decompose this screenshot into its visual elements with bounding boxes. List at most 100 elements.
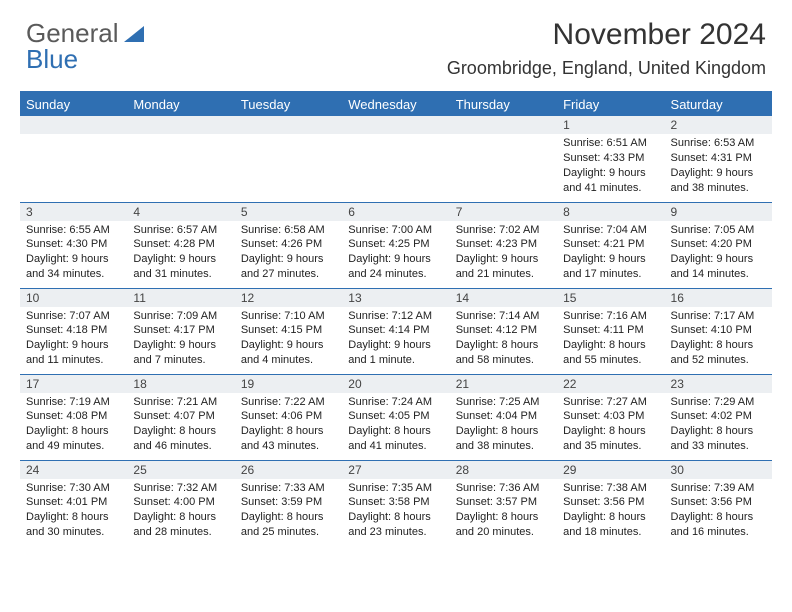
day-cell — [342, 116, 449, 202]
day-number: 23 — [665, 375, 772, 393]
col-mon: Monday — [127, 93, 234, 116]
week-row: 10 Sunrise: 7:07 AMSunset: 4:18 PM Dayligh… — [20, 288, 772, 374]
day-cell: 1Sunrise: 6:51 AMSunset: 4:33 PMDaylight… — [557, 116, 664, 202]
day-number — [127, 116, 234, 134]
daylight-text: Daylight: 8 hours and 43 minutes. — [241, 424, 336, 454]
day-number — [235, 116, 342, 134]
sunset-text: Sunset: 4:18 PM — [26, 323, 121, 338]
sunrise-text: Sunrise: 7:16 AM — [563, 309, 658, 324]
day-details: Sunrise: 7:19 AMSunset: 4:08 PMDaylight:… — [20, 393, 127, 456]
sunset-text: Sunset: 4:00 PM — [133, 495, 228, 510]
day-details: Sunrise: 7:05 AMSunset: 4:20 PMDaylight:… — [665, 221, 772, 284]
day-number: 17 — [20, 375, 127, 393]
sunset-text: Sunset: 4:03 PM — [563, 409, 658, 424]
day-cell: 11Sunrise: 7:09 AMSunset: 4:17 PMDayligh… — [127, 288, 234, 374]
sunrise-text: Sunrise: 7:00 AM — [348, 223, 443, 238]
sunset-text: Sunset: 4:31 PM — [671, 151, 766, 166]
day-number: 1 — [557, 116, 664, 134]
day-number: 4 — [127, 203, 234, 221]
day-number: 6 — [342, 203, 449, 221]
sunset-text: Sunset: 4:26 PM — [241, 237, 336, 252]
sunrise-text: Sunrise: 7:12 AM — [348, 309, 443, 324]
sunrise-text: Sunrise: 7:36 AM — [456, 481, 551, 496]
sunset-text: Sunset: 4:14 PM — [348, 323, 443, 338]
daylight-text: Daylight: 9 hours and 24 minutes. — [348, 252, 443, 282]
day-cell: 20Sunrise: 7:24 AMSunset: 4:05 PMDayligh… — [342, 374, 449, 460]
sunrise-text: Sunrise: 6:53 AM — [671, 136, 766, 151]
daylight-text: Daylight: 8 hours and 33 minutes. — [671, 424, 766, 454]
col-wed: Wednesday — [342, 93, 449, 116]
logo-triangle-icon — [124, 24, 146, 44]
day-details: Sunrise: 7:16 AMSunset: 4:11 PMDaylight:… — [557, 307, 664, 370]
day-details: Sunrise: 7:24 AMSunset: 4:05 PMDaylight:… — [342, 393, 449, 456]
day-details: Sunrise: 7:02 AMSunset: 4:23 PMDaylight:… — [450, 221, 557, 284]
day-number: 15 — [557, 289, 664, 307]
day-number: 20 — [342, 375, 449, 393]
col-thu: Thursday — [450, 93, 557, 116]
sunset-text: Sunset: 3:56 PM — [563, 495, 658, 510]
day-number: 25 — [127, 461, 234, 479]
col-sat: Saturday — [665, 93, 772, 116]
day-details: Sunrise: 7:27 AMSunset: 4:03 PMDaylight:… — [557, 393, 664, 456]
daylight-text: Daylight: 8 hours and 49 minutes. — [26, 424, 121, 454]
sunset-text: Sunset: 4:25 PM — [348, 237, 443, 252]
day-cell: 27Sunrise: 7:35 AMSunset: 3:58 PMDayligh… — [342, 460, 449, 546]
daylight-text: Daylight: 8 hours and 16 minutes. — [671, 510, 766, 540]
page-title: November 2024 — [447, 18, 766, 52]
day-cell: 10Sunrise: 7:07 AMSunset: 4:18 PMDayligh… — [20, 288, 127, 374]
day-number: 13 — [342, 289, 449, 307]
day-cell: 18Sunrise: 7:21 AMSunset: 4:07 PMDayligh… — [127, 374, 234, 460]
day-number — [342, 116, 449, 134]
sunrise-text: Sunrise: 7:32 AM — [133, 481, 228, 496]
col-fri: Friday — [557, 93, 664, 116]
day-cell: 12Sunrise: 7:10 AMSunset: 4:15 PMDayligh… — [235, 288, 342, 374]
day-cell: 25Sunrise: 7:32 AMSunset: 4:00 PMDayligh… — [127, 460, 234, 546]
page-header: General November 2024 Groombridge, Engla… — [20, 18, 772, 81]
sunrise-text: Sunrise: 6:55 AM — [26, 223, 121, 238]
sunrise-text: Sunrise: 7:04 AM — [563, 223, 658, 238]
week-row: 3Sunrise: 6:55 AMSunset: 4:30 PMDaylight… — [20, 202, 772, 288]
sunset-text: Sunset: 4:05 PM — [348, 409, 443, 424]
sunrise-text: Sunrise: 7:07 AM — [26, 309, 121, 324]
calendar-body: 1Sunrise: 6:51 AMSunset: 4:33 PMDaylight… — [20, 116, 772, 546]
day-number: 21 — [450, 375, 557, 393]
day-number: 18 — [127, 375, 234, 393]
daylight-text: Daylight: 8 hours and 20 minutes. — [456, 510, 551, 540]
day-cell: 26Sunrise: 7:33 AMSunset: 3:59 PMDayligh… — [235, 460, 342, 546]
day-number: 26 — [235, 461, 342, 479]
daylight-text: Daylight: 8 hours and 58 minutes. — [456, 338, 551, 368]
day-number: 5 — [235, 203, 342, 221]
col-sun: Sunday — [20, 93, 127, 116]
day-number: 10 — [20, 289, 127, 307]
day-details: Sunrise: 7:04 AMSunset: 4:21 PMDaylight:… — [557, 221, 664, 284]
sunrise-text: Sunrise: 7:05 AM — [671, 223, 766, 238]
day-number: 14 — [450, 289, 557, 307]
sunrise-text: Sunrise: 7:21 AM — [133, 395, 228, 410]
sunrise-text: Sunrise: 7:17 AM — [671, 309, 766, 324]
sunset-text: Sunset: 4:07 PM — [133, 409, 228, 424]
sunset-text: Sunset: 3:59 PM — [241, 495, 336, 510]
sunset-text: Sunset: 3:57 PM — [456, 495, 551, 510]
day-cell: 6 Sunrise: 7:00 AMSunset: 4:25 PMDaylight… — [342, 202, 449, 288]
calendar-table: Sunday Monday Tuesday Wednesday Thursday… — [20, 93, 772, 546]
day-cell — [20, 116, 127, 202]
day-details: Sunrise: 7:21 AMSunset: 4:07 PMDaylight:… — [127, 393, 234, 456]
sunrise-text: Sunrise: 7:14 AM — [456, 309, 551, 324]
sunset-text: Sunset: 4:23 PM — [456, 237, 551, 252]
day-cell: 30Sunrise: 7:39 AMSunset: 3:56 PMDayligh… — [665, 460, 772, 546]
day-details: Sunrise: 7:12 AMSunset: 4:14 PMDaylight:… — [342, 307, 449, 370]
daylight-text: Daylight: 8 hours and 30 minutes. — [26, 510, 121, 540]
sunset-text: Sunset: 4:20 PM — [671, 237, 766, 252]
day-cell: 29Sunrise: 7:38 AMSunset: 3:56 PMDayligh… — [557, 460, 664, 546]
day-cell: 9Sunrise: 7:05 AMSunset: 4:20 PMDaylight… — [665, 202, 772, 288]
day-number: 8 — [557, 203, 664, 221]
day-cell: 24Sunrise: 7:30 AMSunset: 4:01 PMDayligh… — [20, 460, 127, 546]
weekday-header-row: Sunday Monday Tuesday Wednesday Thursday… — [20, 93, 772, 116]
daylight-text: Daylight: 8 hours and 38 minutes. — [456, 424, 551, 454]
day-number: 2 — [665, 116, 772, 134]
day-details: Sunrise: 6:55 AMSunset: 4:30 PMDaylight:… — [20, 221, 127, 284]
sunrise-text: Sunrise: 7:35 AM — [348, 481, 443, 496]
day-number: 11 — [127, 289, 234, 307]
sunrise-text: Sunrise: 7:24 AM — [348, 395, 443, 410]
week-row: 24Sunrise: 7:30 AMSunset: 4:01 PMDayligh… — [20, 460, 772, 546]
